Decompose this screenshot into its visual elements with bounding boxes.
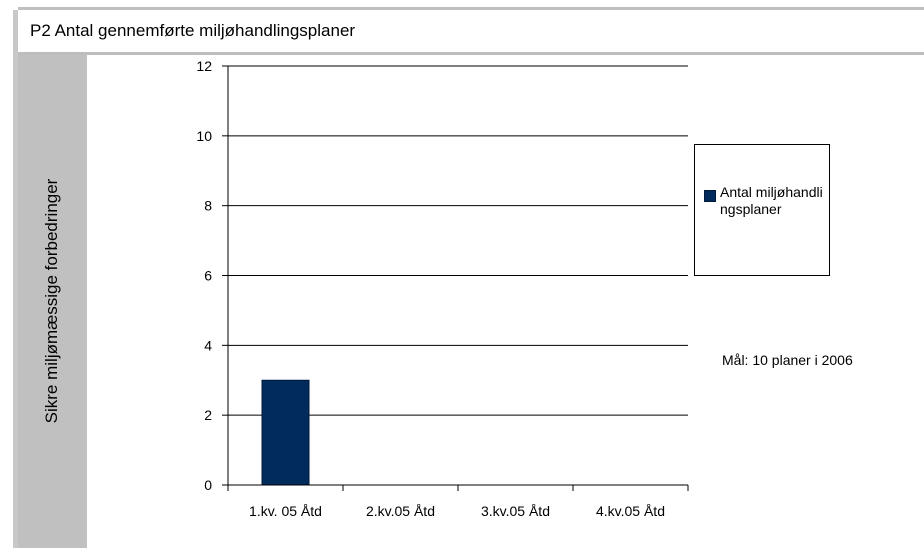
- y-tick-label: 2: [204, 407, 212, 423]
- y-tick-label: 12: [196, 58, 212, 74]
- legend-label: Antal miljøhandlingsplaner: [720, 184, 823, 217]
- bar-layer: [261, 379, 310, 486]
- side-band: Sikre miljømæssige forbedringer: [18, 55, 87, 548]
- x-tick-label: 3.kv.05 Åtd: [481, 503, 550, 519]
- x-tick-label: 2.kv.05 Åtd: [366, 503, 435, 519]
- x-tick-label: 1.kv. 05 Åtd: [249, 503, 322, 519]
- y-tick-label: 0: [204, 477, 212, 493]
- chart-frame: P2 Antal gennemførte miljøhandlingsplane…: [13, 7, 924, 548]
- legend: Antal miljøhandlingsplaner: [694, 144, 830, 276]
- x-tick-label: 4.kv.05 Åtd: [596, 503, 665, 519]
- grid-layer: [228, 65, 688, 416]
- y-tick-label: 6: [204, 268, 212, 284]
- chart-title: P2 Antal gennemførte miljøhandlingsplane…: [30, 21, 356, 40]
- y-tick-label: 8: [204, 198, 212, 214]
- y-tick-label: 4: [204, 337, 212, 353]
- title-bar: P2 Antal gennemførte miljøhandlingsplane…: [18, 10, 924, 55]
- y-tick-label: 10: [196, 128, 212, 144]
- target-note: Mål: 10 planer i 2006: [722, 352, 853, 368]
- legend-swatch: [704, 190, 716, 202]
- bar: [261, 379, 310, 486]
- axis-layer: [222, 65, 689, 491]
- label-layer: 0 2 4 6 8 10 12 1.kv. 05 Åtd 2.kv.05 Åtd 3.kv.05 …: [196, 58, 665, 519]
